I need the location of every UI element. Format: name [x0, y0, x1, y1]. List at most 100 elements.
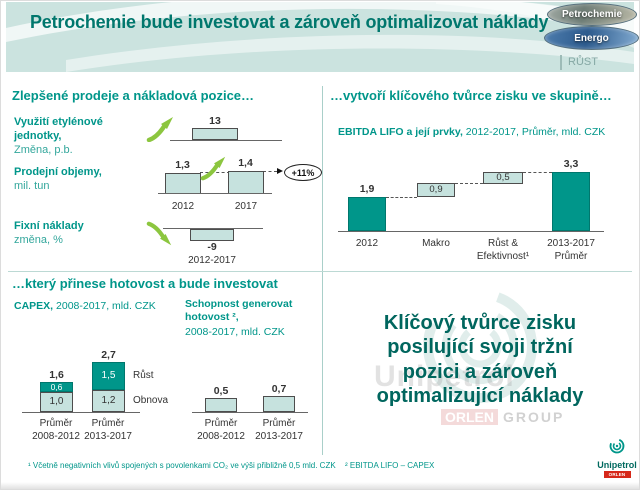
capex-xlabel-1-line1: Průměr — [39, 418, 73, 429]
capex-bar1-growth-segment: 0,6 — [40, 382, 73, 392]
section-heading-ebitda: …vytvoří klíčového tvůrce zisku ve skupi… — [330, 88, 612, 103]
cash-axis — [192, 412, 308, 413]
waterfall-xlabel-rust-line2: Efektivnost¹ — [476, 250, 530, 262]
key-message-line1: Klíčový tvůrce zisku — [383, 312, 577, 334]
cash-xlabel-1: Průměr 2008-2012 — [191, 418, 251, 443]
capex-bar2-growth-segment: 1,5 — [92, 362, 125, 390]
volumes-label: Prodejní objemy, mil. tun — [14, 166, 124, 194]
volumes-value-2012: 1,3 — [175, 159, 190, 171]
cash-bar-2 — [263, 396, 295, 412]
ethylene-label: Využití etylénové jednotky, Změna, p.b. — [14, 116, 119, 157]
capex-title-bold: CAPEX, — [14, 300, 54, 312]
ethylene-label-bold: Využití etylénové jednotky, — [14, 116, 103, 142]
waterfall-xlabel-makro: Makro — [422, 238, 450, 249]
volumes-label-bold: Prodejní objemy, — [14, 166, 102, 178]
unipetrol-logo: Unipetrol ORLEN GROUP — [596, 438, 638, 478]
capex-xlabel-1: Průměr 2008-2012 — [26, 418, 86, 443]
watermark-orlen-badge: ORLEN — [441, 409, 498, 425]
ebitda-subtitle: EBITDA LIFO a její prvky, 2012-2017, Prů… — [338, 126, 605, 138]
capex-xlabel-1-line2: 2008-2012 — [32, 430, 80, 442]
ethylene-axis — [170, 140, 282, 141]
capex-bar1-renewal-value: 1,0 — [49, 396, 64, 407]
volumes-label-sub: mil. tun — [14, 179, 50, 192]
waterfall-connector-1 — [386, 197, 417, 198]
fixed-costs-period: 2012-2017 — [188, 255, 236, 266]
section-heading-invest: …který přinese hotovost a bude investova… — [12, 276, 278, 291]
capex-legend-growth: Růst — [133, 370, 154, 381]
cash-xlabel-1-line2: 2008-2012 — [197, 430, 245, 442]
unipetrol-logo-text: Unipetrol — [597, 460, 637, 470]
waterfall-xlabel-total-line1: 2013-2017 — [547, 238, 595, 249]
ethylene-bar — [192, 128, 238, 140]
ethylene-value: 13 — [209, 115, 221, 127]
nav-button-petrochemie[interactable]: Petrochemie — [547, 3, 637, 26]
volumes-xlabel-2012: 2012 — [171, 201, 195, 212]
section-heading-sales: Zlepšené prodeje a nákladová pozice… — [12, 88, 255, 103]
watermark-orlen-group: ORLEN GROUP — [441, 409, 564, 425]
orlen-group-badge: ORLEN GROUP — [603, 471, 631, 478]
cash-xlabel-2: Průměr 2013-2017 — [249, 418, 309, 443]
cash-value-1: 0,5 — [213, 385, 229, 397]
waterfall-value-2012: 1,9 — [359, 183, 375, 195]
watermark-unipetrol-text: Unipetrol — [374, 360, 515, 393]
watermark-group-text: GROUP — [503, 409, 565, 425]
waterfall-xlabel-rust-line1: Růst & — [487, 238, 518, 249]
fixed-costs-label-sub: změna, % — [14, 233, 63, 246]
capex-total-2: 2,7 — [101, 349, 116, 361]
cash-xlabel-2-line1: Průměr — [262, 418, 296, 429]
volumes-dash-right — [263, 171, 277, 172]
volumes-xlabel-2017: 2017 — [234, 201, 258, 212]
volumes-dash-left — [200, 172, 230, 173]
watermark-swirl-icon — [423, 289, 537, 403]
cash-title-rest: 2008-2017, mld. CZK — [185, 326, 285, 339]
ebitda-subtitle-rest: 2012-2017, Průměr, mld. CZK — [462, 126, 606, 138]
key-message: Klíčový tvůrce zisku posilující svoji tr… — [330, 311, 630, 409]
capex-bar1-renewal-segment: 1,0 — [40, 392, 73, 412]
volumes-axis — [158, 193, 272, 194]
cash-title: Schopnost generovat hotovost ², 2008-201… — [185, 298, 305, 338]
tab-rust[interactable]: RŮST — [560, 55, 602, 70]
growth-arrow-icon — [146, 117, 173, 142]
footnote-2: ² EBITDA LIFO – CAPEX — [345, 461, 435, 470]
capex-bar2-renewal-segment: 1,2 — [92, 390, 125, 412]
capex-axis — [22, 412, 140, 413]
waterfall-xlabel-rust: Růst & Efektivnost¹ — [468, 238, 538, 263]
growth-arrow-icon — [200, 156, 226, 181]
capex-legend-renewal: Obnova — [133, 395, 169, 406]
capex-bar1-growth-value: 0,6 — [50, 382, 63, 392]
waterfall-value-total: 3,3 — [563, 158, 579, 170]
cash-value-2: 0,7 — [271, 383, 287, 395]
cash-xlabel-2-line2: 2013-2017 — [255, 430, 303, 442]
waterfall-value-makro: 0,9 — [429, 184, 443, 195]
waterfall-value-rust: 0,5 — [496, 172, 510, 183]
volumes-value-2017: 1,4 — [238, 157, 253, 169]
volumes-growth-badge: +11% — [284, 164, 322, 181]
page-title: Petrochemie bude investovat a zároveň op… — [30, 12, 549, 32]
capex-title-rest: 2008-2017, mld. CZK — [53, 300, 156, 312]
capex-xlabel-2-line2: 2013-2017 — [84, 430, 132, 442]
waterfall-xlabel-total: 2013-2017 Průměr — [536, 238, 606, 263]
waterfall-axis — [338, 231, 604, 232]
fixed-costs-value: -9 — [207, 241, 217, 253]
unipetrol-swirl-icon — [609, 438, 625, 454]
ebitda-subtitle-bold: EBITDA LIFO a její prvky, — [338, 126, 463, 138]
decline-arrow-icon — [146, 221, 172, 246]
capex-title: CAPEX, 2008-2017, mld. CZK — [14, 300, 156, 312]
capex-xlabel-2-line1: Průměr — [91, 418, 125, 429]
fixed-costs-label: Fixní náklady změna, % — [14, 220, 124, 248]
cash-bar-1 — [205, 398, 237, 412]
waterfall-bar-makro: 0,9 — [417, 183, 455, 197]
cash-xlabel-1-line1: Průměr — [204, 418, 238, 429]
waterfall-xlabel-2012: 2012 — [355, 238, 379, 249]
capex-bar2-growth-value: 1,5 — [101, 370, 116, 381]
waterfall-xlabel-total-line2: Průměr — [554, 250, 588, 262]
footnote-1: ¹ Včetně negativních vlivů spojených s p… — [28, 461, 336, 470]
capex-total-1: 1,6 — [49, 369, 64, 381]
key-message-line3: pozici a zároveň — [402, 360, 558, 383]
ethylene-label-sub: Změna, p.b. — [14, 143, 73, 156]
nav-button-energo[interactable]: Energo — [544, 26, 639, 50]
horizontal-divider — [8, 271, 632, 272]
key-message-line2: posilující svoji tržní — [387, 336, 573, 359]
slide-header: Petrochemie bude investovat a zároveň op… — [6, 2, 634, 72]
volumes-bar-2012 — [165, 173, 201, 194]
